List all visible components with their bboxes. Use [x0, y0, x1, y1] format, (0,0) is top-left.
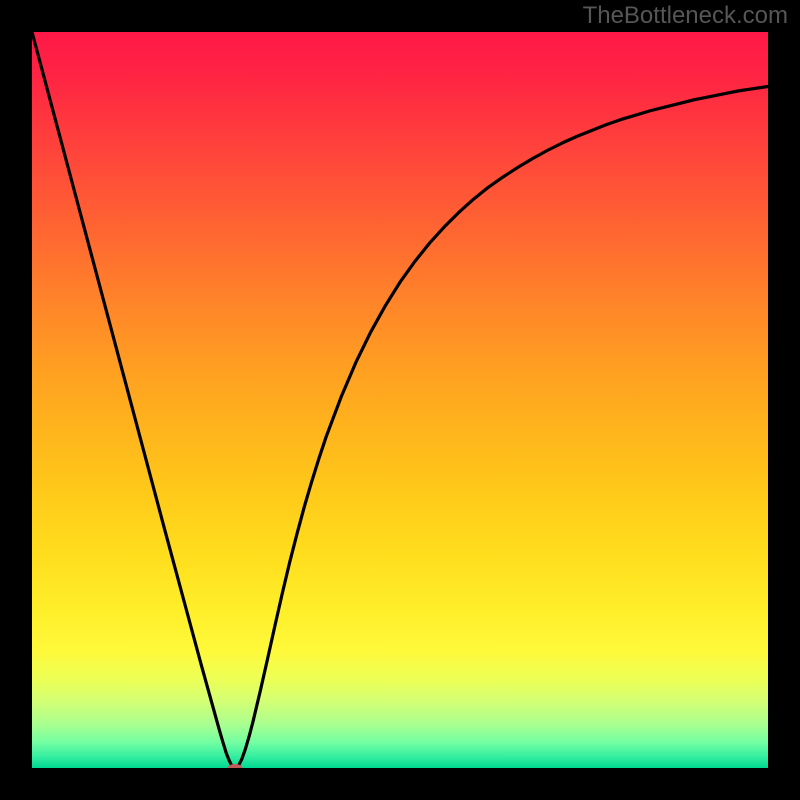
chart-frame: TheBottleneck.com	[0, 0, 800, 800]
watermark-text: TheBottleneck.com	[583, 2, 788, 30]
plot-background	[32, 32, 768, 768]
bottleneck-chart	[32, 32, 768, 768]
